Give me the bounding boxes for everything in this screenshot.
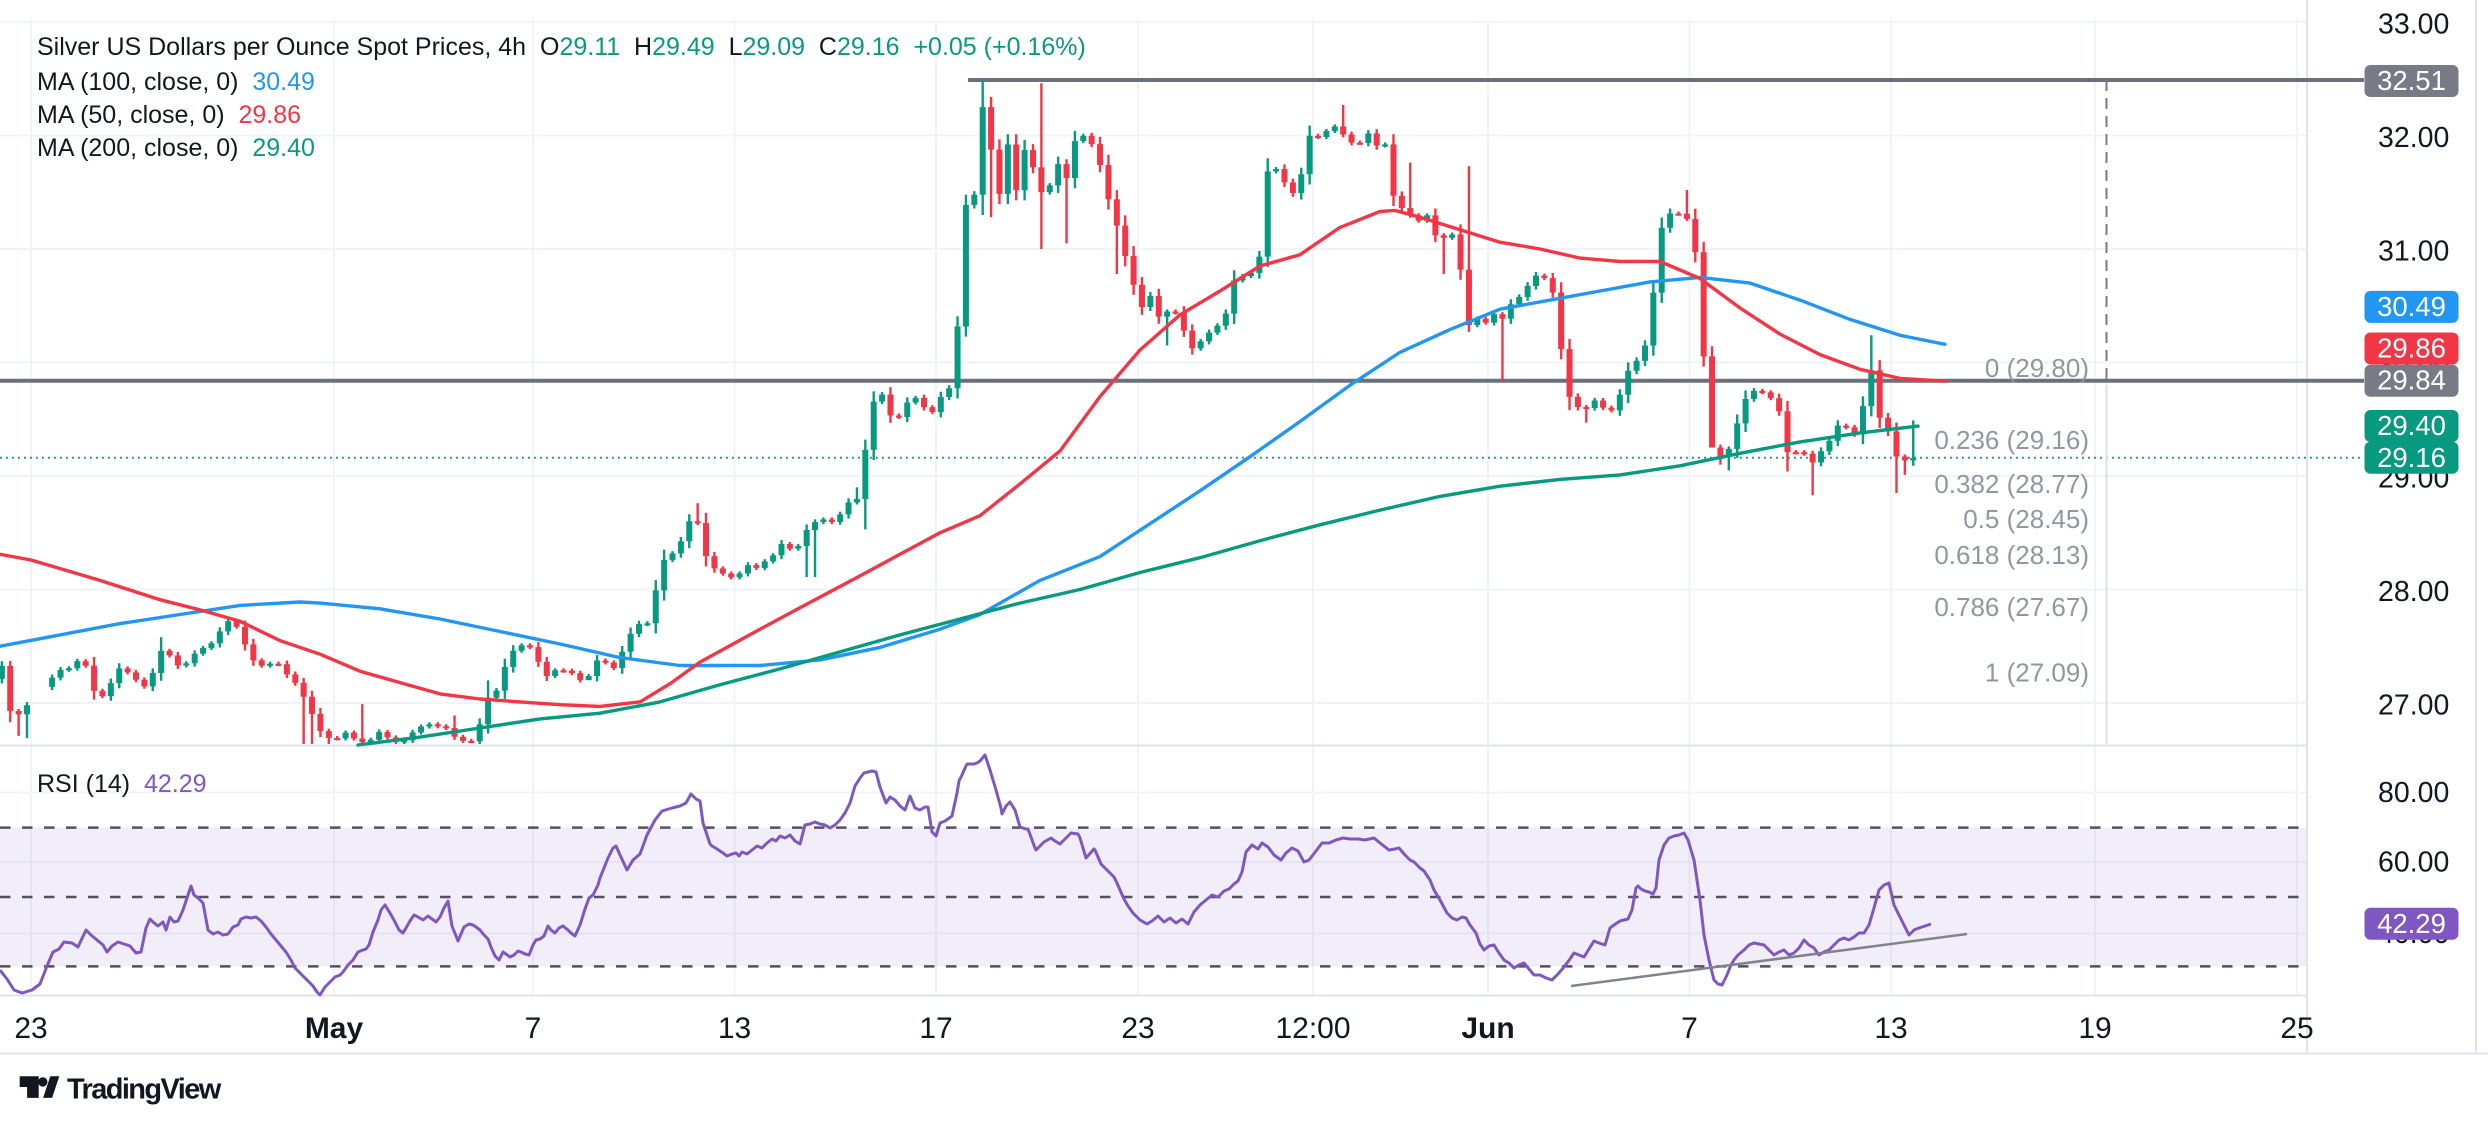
svg-text:42.29: 42.29 [2377, 908, 2446, 939]
svg-text:0.236 (29.16): 0.236 (29.16) [1934, 425, 2089, 455]
svg-text:7: 7 [1681, 1012, 1698, 1045]
svg-text:0 (29.80): 0 (29.80) [1985, 353, 2089, 383]
svg-text:32.00: 32.00 [2378, 122, 2449, 154]
svg-text:23: 23 [1121, 1012, 1154, 1045]
svg-text:0.786 (27.67): 0.786 (27.67) [1934, 592, 2089, 622]
svg-text:31.00: 31.00 [2378, 236, 2449, 268]
svg-text:MA (100, close, 0) 30.49: MA (100, close, 0) 30.49 [37, 68, 315, 96]
svg-text:13: 13 [718, 1012, 751, 1045]
svg-text:27.00: 27.00 [2378, 690, 2449, 722]
svg-text:29.40: 29.40 [2377, 410, 2446, 441]
svg-text:28.00: 28.00 [2378, 576, 2449, 608]
svg-text:0.618 (28.13): 0.618 (28.13) [1934, 540, 2089, 570]
svg-text:32.51: 32.51 [2377, 65, 2446, 96]
svg-text:MA (200, close, 0) 29.40: MA (200, close, 0) 29.40 [37, 134, 315, 162]
svg-text:0.5 (28.45): 0.5 (28.45) [1963, 504, 2089, 534]
svg-text:30.49: 30.49 [2377, 291, 2446, 322]
svg-text:7: 7 [525, 1012, 542, 1045]
svg-text:1 (27.09): 1 (27.09) [1985, 658, 2089, 688]
svg-text:60.00: 60.00 [2378, 847, 2449, 879]
svg-text:29.84: 29.84 [2377, 365, 2446, 396]
svg-text:29.16: 29.16 [2377, 442, 2446, 473]
svg-text:33.00: 33.00 [2378, 9, 2449, 41]
svg-text:0.382 (28.77): 0.382 (28.77) [1934, 469, 2089, 499]
svg-text:19: 19 [2078, 1012, 2111, 1045]
svg-text:MA (50, close, 0) 29.86: MA (50, close, 0) 29.86 [37, 101, 301, 129]
svg-text:May: May [305, 1012, 364, 1045]
svg-text:TradingView: TradingView [67, 1074, 222, 1106]
svg-text:13: 13 [1874, 1012, 1907, 1045]
svg-text:12:00: 12:00 [1275, 1012, 1350, 1045]
svg-text:25: 25 [2280, 1012, 2313, 1045]
svg-text:RSI (14) 42.29: RSI (14) 42.29 [37, 770, 207, 798]
svg-text:17: 17 [919, 1012, 952, 1045]
svg-text:23: 23 [14, 1012, 47, 1045]
svg-text:29.86: 29.86 [2377, 333, 2446, 364]
svg-text:80.00: 80.00 [2378, 777, 2449, 809]
svg-text:Silver US Dollars per Ounce Sp: Silver US Dollars per Ounce Spot Prices,… [37, 33, 1086, 61]
svg-text:Jun: Jun [1461, 1012, 1514, 1045]
